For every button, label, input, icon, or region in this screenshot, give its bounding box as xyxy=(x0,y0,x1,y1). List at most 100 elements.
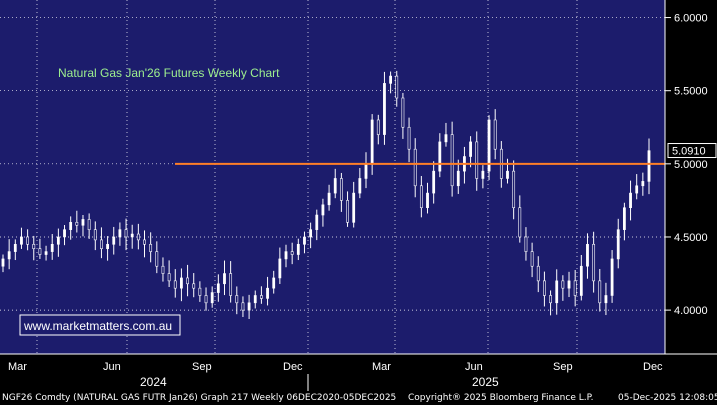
ohlc-bar xyxy=(573,269,577,307)
ohlc-bar xyxy=(167,260,171,288)
ohlc-body xyxy=(413,148,417,187)
ohlc-body xyxy=(616,229,620,260)
y-tick-group-1: 4.0000 xyxy=(665,305,708,317)
ohlc-body xyxy=(579,265,583,296)
ohlc-body xyxy=(112,236,116,245)
y-tick-label: 4.0000 xyxy=(674,305,708,317)
ohlc-bar xyxy=(444,122,448,147)
ohlc-bar xyxy=(278,247,282,284)
ohlc-bar xyxy=(438,133,442,178)
ohlc-body xyxy=(186,277,189,285)
ohlc-body xyxy=(407,126,411,150)
ohlc-bar xyxy=(56,228,60,257)
ohlc-bar xyxy=(100,227,103,259)
ohlc-body xyxy=(389,75,393,84)
watermark-text: www.marketmatters.com.au xyxy=(23,319,172,333)
ohlc-bar xyxy=(315,209,319,241)
ohlc-bar xyxy=(549,290,552,316)
ohlc-body xyxy=(512,170,516,209)
ohlc-body xyxy=(1,258,5,267)
ohlc-bar xyxy=(229,261,233,303)
ohlc-body xyxy=(567,280,571,289)
ohlc-body xyxy=(641,181,645,187)
ohlc-body xyxy=(376,119,380,135)
ohlc-bar xyxy=(106,236,109,261)
ohlc-bar xyxy=(296,238,300,261)
x-tick-label: Mar xyxy=(372,361,391,373)
ohlc-body xyxy=(555,280,559,304)
ohlc-body xyxy=(180,277,183,289)
ohlc-body xyxy=(198,287,202,296)
ohlc-bar xyxy=(253,290,257,309)
ohlc-body xyxy=(161,265,165,274)
ohlc-body xyxy=(309,229,313,238)
ohlc-bar xyxy=(216,274,220,302)
ohlc-bar xyxy=(112,226,116,255)
ohlc-body xyxy=(143,239,146,245)
ohlc-bar xyxy=(358,168,362,199)
ohlc-bar xyxy=(223,260,226,296)
ohlc-body xyxy=(100,239,103,249)
ohlc-bar xyxy=(635,174,639,200)
ohlc-body xyxy=(561,280,565,289)
ohlc-bar xyxy=(413,138,417,198)
ohlc-bar xyxy=(259,286,263,304)
ohlc-body xyxy=(573,280,577,296)
x-tick-label: Dec xyxy=(643,361,663,373)
price-axis xyxy=(665,0,717,354)
ohlc-body xyxy=(456,170,460,187)
ohlc-body xyxy=(604,295,608,304)
ohlc-body xyxy=(481,170,485,179)
ohlc-bar xyxy=(641,172,645,196)
ohlc-bar xyxy=(616,218,620,269)
ohlc-bar xyxy=(383,71,386,145)
ohlc-body xyxy=(586,243,589,267)
ohlc-bar xyxy=(426,182,429,214)
ohlc-body xyxy=(284,251,288,260)
ohlc-bar xyxy=(44,245,48,261)
y-tick-label: 5.5000 xyxy=(674,86,708,98)
ohlc-bar xyxy=(303,231,306,254)
ohlc-bar xyxy=(536,256,540,293)
ohlc-body xyxy=(75,222,79,226)
footer-copyright: Copyright® 2025 Bloomberg Finance L.P. xyxy=(408,393,594,403)
ohlc-body xyxy=(383,83,386,135)
ohlc-body xyxy=(210,292,214,304)
ohlc-bar xyxy=(13,239,17,261)
ohlc-bar xyxy=(567,271,571,298)
ohlc-bar xyxy=(579,254,583,301)
ohlc-bar xyxy=(395,70,399,107)
ohlc-body xyxy=(229,273,233,296)
ohlc-bar xyxy=(456,159,460,194)
ohlc-bar xyxy=(555,269,559,315)
y-tick-group-4: 5.5000 xyxy=(665,86,708,98)
ohlc-body xyxy=(235,295,239,304)
ohlc-body xyxy=(63,229,66,238)
ohlc-bar xyxy=(493,109,497,160)
ohlc-bar xyxy=(118,222,122,246)
ohlc-bar xyxy=(143,230,146,258)
ohlc-body xyxy=(475,141,479,179)
ohlc-body xyxy=(7,251,11,260)
ohlc-body xyxy=(426,192,429,209)
ohlc-body xyxy=(50,243,54,252)
ohlc-body xyxy=(149,243,153,252)
x-tick-label: Jun xyxy=(103,361,121,373)
ohlc-bar xyxy=(63,225,66,246)
ohlc-bar xyxy=(629,180,632,221)
ohlc-body xyxy=(290,251,294,255)
ohlc-body xyxy=(543,280,546,296)
ohlc-bar xyxy=(604,282,608,316)
ohlc-bar xyxy=(235,286,239,315)
ohlc-body xyxy=(432,170,436,194)
ohlc-body xyxy=(296,243,300,255)
ohlc-bar xyxy=(180,268,183,302)
ohlc-bar xyxy=(352,181,356,228)
ohlc-body xyxy=(87,219,91,230)
ohlc-bar xyxy=(155,241,159,274)
ohlc-body xyxy=(20,236,23,245)
ohlc-body xyxy=(339,178,343,201)
ohlc-bar xyxy=(136,223,140,250)
ohlc-body xyxy=(192,283,196,289)
